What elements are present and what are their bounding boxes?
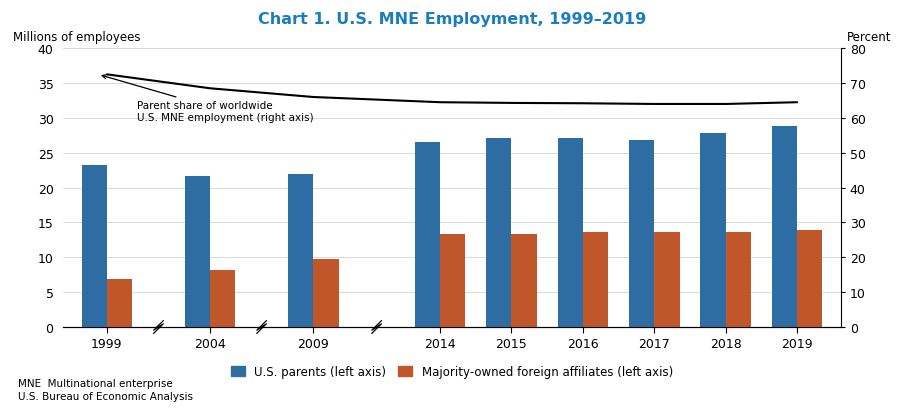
Bar (796, 231, 822, 327)
Legend: U.S. parents (left axis), Majority-owned foreign affiliates (left axis): U.S. parents (left axis), Majority-owned… (226, 360, 677, 382)
Text: U.S. Bureau of Economic Analysis: U.S. Bureau of Economic Analysis (18, 391, 193, 401)
Text: Parent share of worldwide
U.S. MNE employment (right axis): Parent share of worldwide U.S. MNE emplo… (102, 76, 313, 123)
Bar (582, 233, 608, 327)
Text: Millions of employees: Millions of employees (13, 31, 140, 43)
Text: Percent: Percent (846, 31, 890, 43)
Bar (654, 232, 679, 327)
Bar (312, 259, 339, 327)
Text: MNE  Multinational enterprise: MNE Multinational enterprise (18, 378, 172, 389)
Bar (700, 134, 725, 327)
Bar (184, 177, 209, 327)
Bar (107, 279, 132, 327)
Bar (440, 235, 465, 327)
Bar (81, 165, 107, 327)
Bar (771, 126, 796, 327)
Bar (209, 270, 235, 327)
Bar (414, 142, 440, 327)
Bar (557, 139, 582, 327)
Bar (486, 139, 511, 327)
Bar (511, 234, 536, 327)
Bar (628, 140, 654, 327)
Bar (287, 174, 312, 327)
Bar (725, 233, 750, 327)
Text: Chart 1. U.S. MNE Employment, 1999–2019: Chart 1. U.S. MNE Employment, 1999–2019 (257, 12, 646, 27)
